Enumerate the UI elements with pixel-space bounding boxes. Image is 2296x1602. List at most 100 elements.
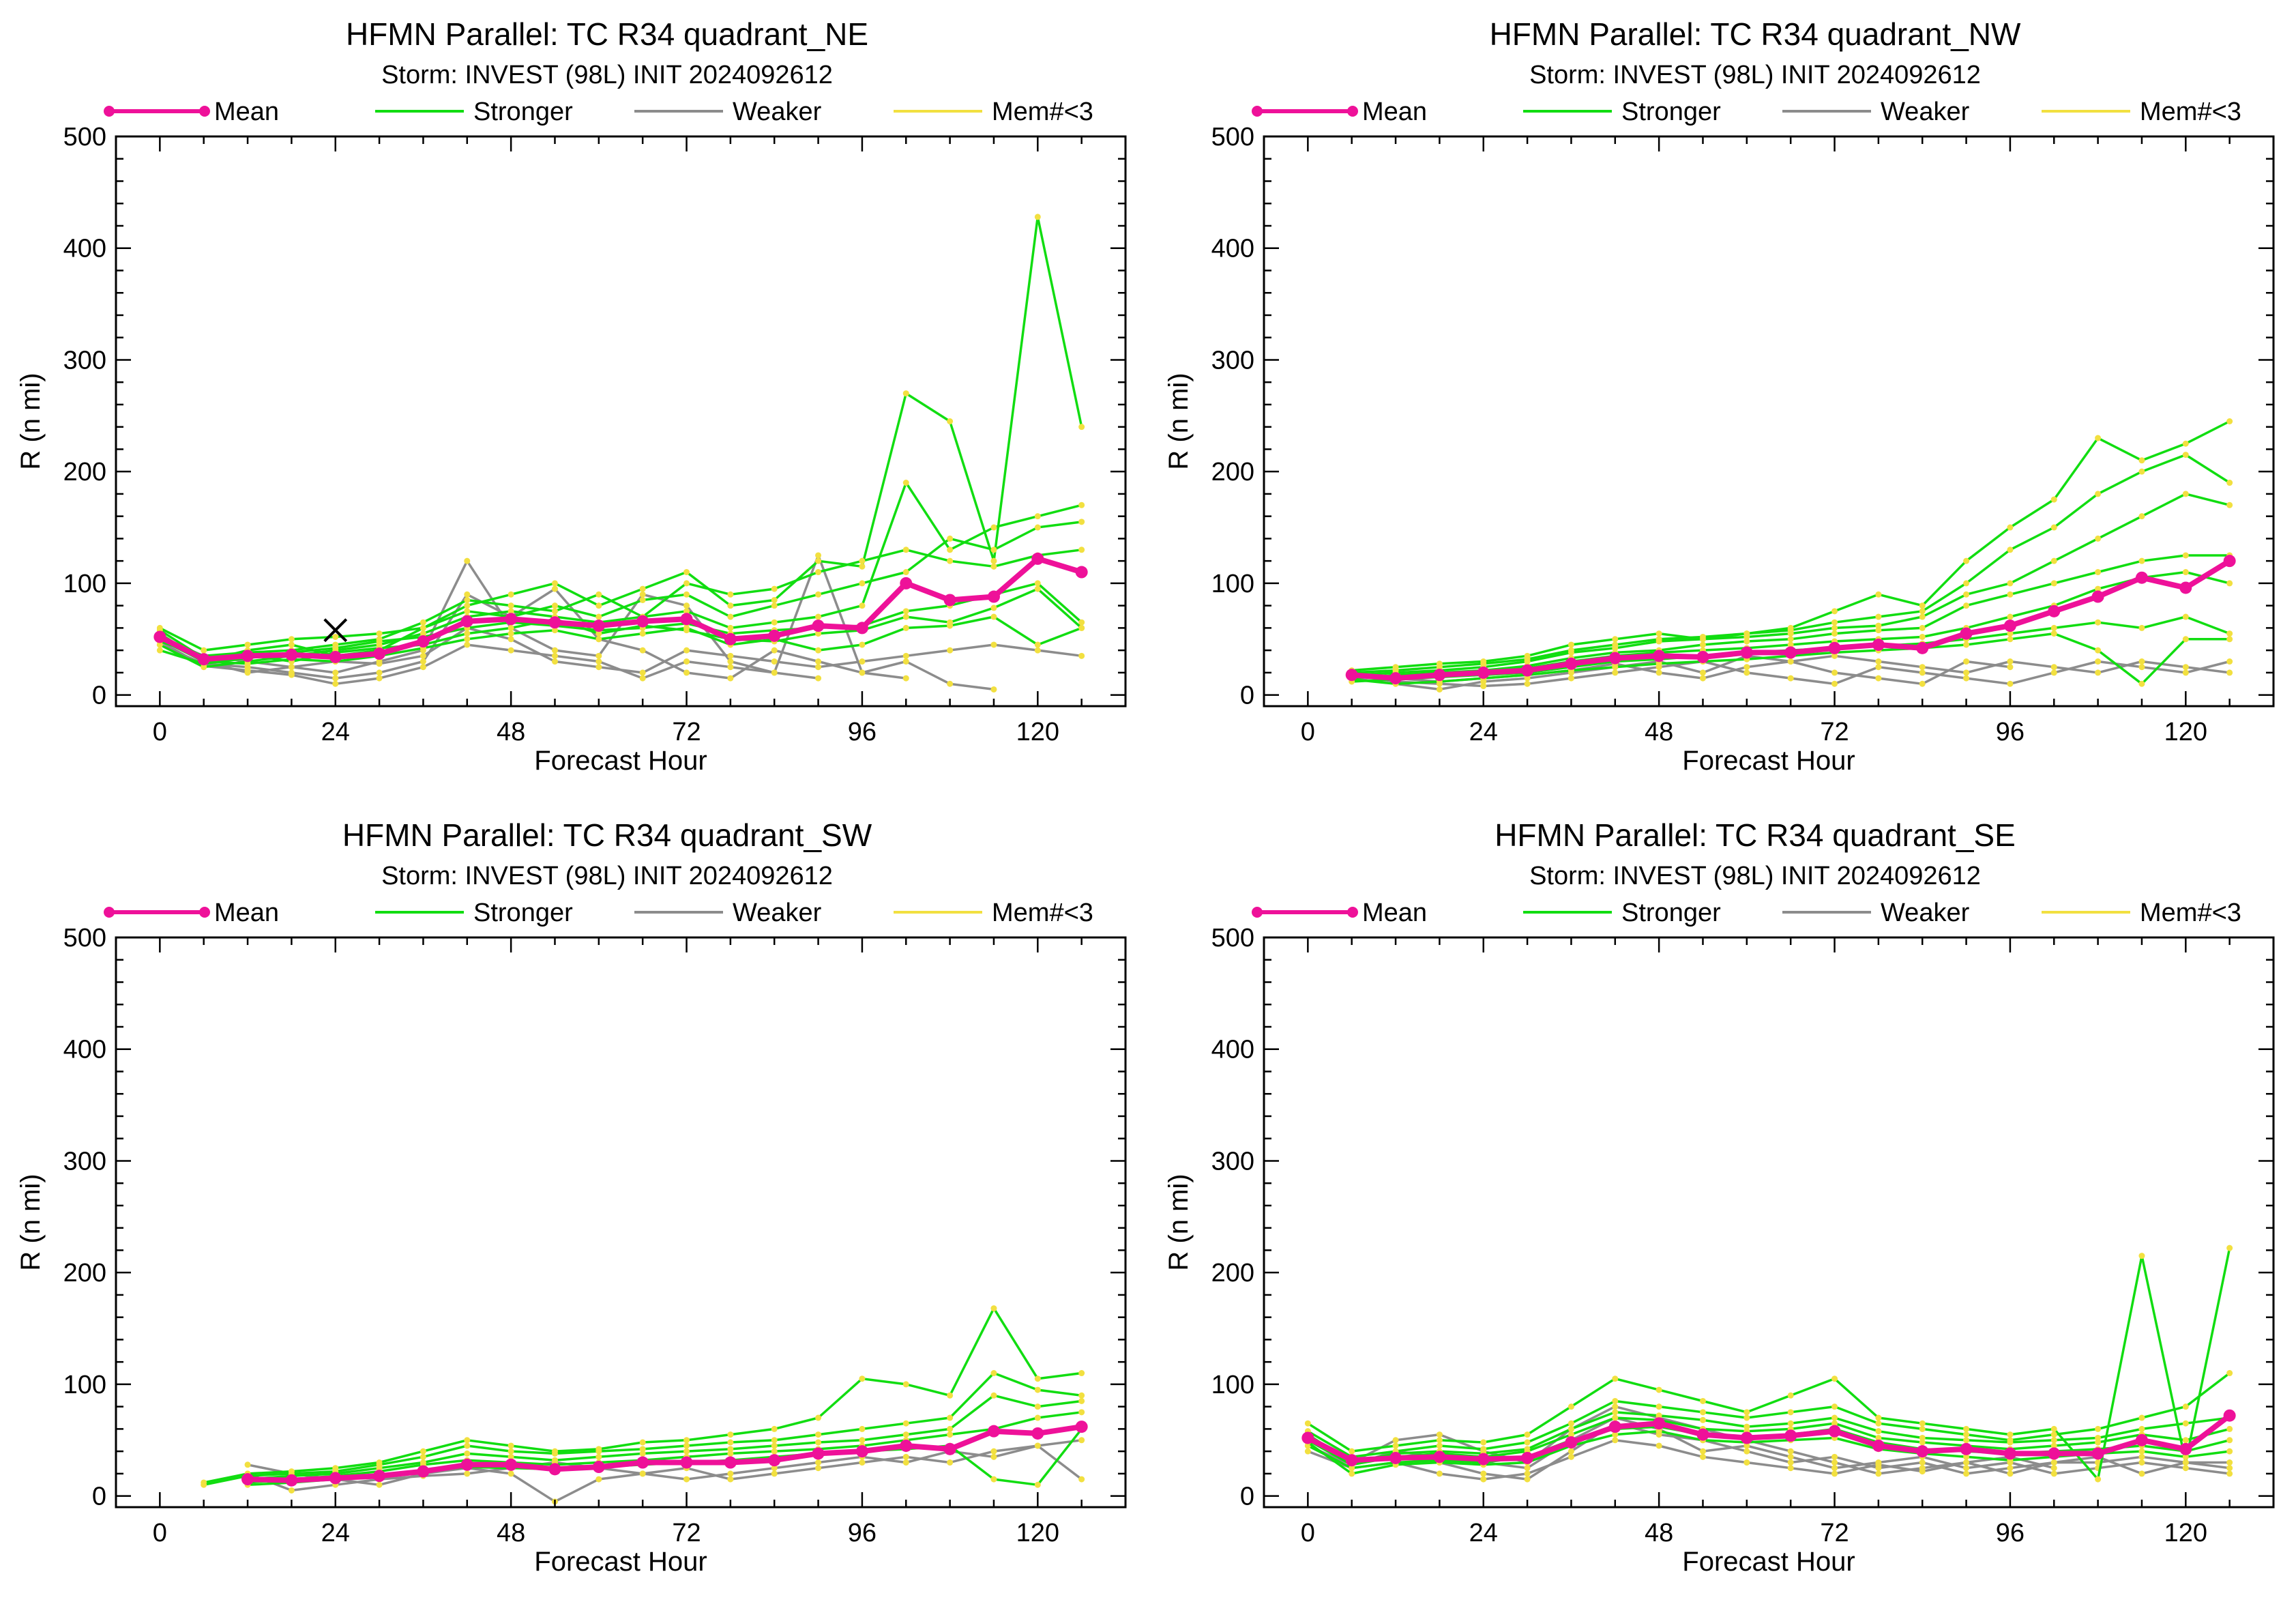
member-point — [2050, 1465, 2057, 1472]
chart-subtitle: Storm: INVEST (98L) INIT 2024092612 — [1529, 61, 1981, 89]
member-point — [639, 1450, 646, 1457]
member-point — [2226, 1448, 2233, 1455]
member-point — [1078, 547, 1085, 553]
member-point — [683, 608, 690, 615]
member-point — [1787, 1453, 1794, 1460]
mean-point — [1653, 650, 1666, 662]
member-point — [2050, 496, 2057, 503]
mean-point — [1784, 646, 1797, 659]
member-point — [683, 1437, 690, 1444]
member-point — [859, 1375, 866, 1382]
member-point — [288, 1487, 295, 1494]
member-point — [1078, 501, 1085, 508]
member-point — [1919, 1439, 1926, 1446]
member-point — [859, 641, 866, 648]
mean-point — [1696, 650, 1709, 663]
member-point — [902, 1381, 909, 1388]
member-point — [2095, 1425, 2102, 1432]
member-point — [1963, 669, 1970, 676]
member-point — [2095, 658, 2102, 665]
member-point — [1699, 641, 1706, 648]
member-point — [990, 1476, 997, 1483]
member-point — [859, 658, 866, 665]
member-point — [902, 658, 909, 665]
member-point — [1034, 214, 1041, 220]
series-stronger-line-3-0 — [246, 1394, 1083, 1481]
member-point — [288, 641, 295, 648]
mean-point — [2135, 1433, 2148, 1446]
member-point — [990, 557, 997, 564]
mean-point — [2179, 581, 2192, 594]
member-point — [1963, 580, 1970, 587]
member-point — [1612, 645, 1619, 652]
legend-mean-dot-end — [199, 106, 210, 117]
member-point — [1568, 1420, 1574, 1427]
member-point — [2050, 1470, 2057, 1477]
member-point — [2007, 636, 2014, 643]
mean-point — [1653, 1417, 1666, 1430]
member-point — [2095, 1434, 2102, 1441]
mean-point — [373, 647, 386, 660]
member-point — [727, 1470, 734, 1477]
member-point — [1699, 1453, 1706, 1460]
x-tick-label: 24 — [321, 1519, 350, 1547]
member-point — [771, 596, 778, 603]
member-point — [2095, 1476, 2102, 1483]
member-point — [683, 1448, 690, 1455]
member-point — [1831, 1465, 1838, 1472]
chart-subtitle: Storm: INVEST (98L) INIT 2024092612 — [381, 61, 833, 89]
member-point — [2095, 1439, 2102, 1446]
member-point — [990, 686, 997, 693]
y-axis-label: R (n mi) — [1164, 1174, 1194, 1270]
member-point — [2050, 557, 2057, 564]
member-point — [332, 633, 339, 640]
member-point — [1743, 1409, 1750, 1416]
chart-subtitle: Storm: INVEST (98L) INIT 2024092612 — [381, 862, 833, 890]
member-point — [727, 675, 734, 682]
x-tick-label: 24 — [321, 718, 350, 746]
y-tick-label: 300 — [1211, 1147, 1254, 1176]
member-point — [1436, 1437, 1443, 1444]
member-point — [947, 1392, 954, 1399]
member-point — [2095, 1459, 2102, 1466]
member-point — [639, 647, 646, 654]
member-point — [1743, 633, 1750, 640]
member-point — [1963, 1459, 1970, 1466]
member-point — [551, 585, 558, 592]
member-point — [771, 602, 778, 609]
x-tick-label: 120 — [2164, 718, 2207, 746]
mean-point — [1301, 1431, 1314, 1444]
y-tick-label: 300 — [1211, 346, 1254, 375]
mean-point — [855, 1445, 868, 1458]
mean-point — [548, 616, 561, 629]
member-point — [727, 658, 734, 665]
member-point — [859, 580, 866, 587]
member-point — [2007, 1439, 2014, 1446]
member-point — [1568, 1453, 1574, 1460]
member-point — [1963, 1470, 1970, 1477]
legend-mem3-label: Mem#<3 — [992, 899, 1093, 927]
mean-point — [855, 622, 868, 635]
member-point — [1919, 1434, 1926, 1441]
member-point — [464, 608, 471, 615]
member-point — [815, 613, 822, 620]
mean-point — [1389, 672, 1402, 685]
member-point — [1743, 638, 1750, 645]
y-tick-label: 400 — [63, 235, 106, 263]
member-point — [2007, 630, 2014, 637]
y-tick-label: 0 — [1240, 1483, 1254, 1511]
member-point — [1034, 1386, 1041, 1393]
legend-mem3-label: Mem#<3 — [2140, 98, 2241, 126]
mean-point — [1740, 646, 1753, 659]
member-point — [727, 624, 734, 631]
member-point — [1034, 1414, 1041, 1421]
member-point — [2138, 1459, 2145, 1466]
member-point — [947, 1431, 954, 1438]
member-point — [376, 638, 383, 645]
member-point — [2182, 664, 2189, 671]
member-point — [947, 622, 954, 629]
plot-series — [153, 214, 1088, 693]
member-point — [902, 1453, 909, 1460]
member-point — [1436, 1442, 1443, 1449]
member-point — [2226, 418, 2233, 424]
